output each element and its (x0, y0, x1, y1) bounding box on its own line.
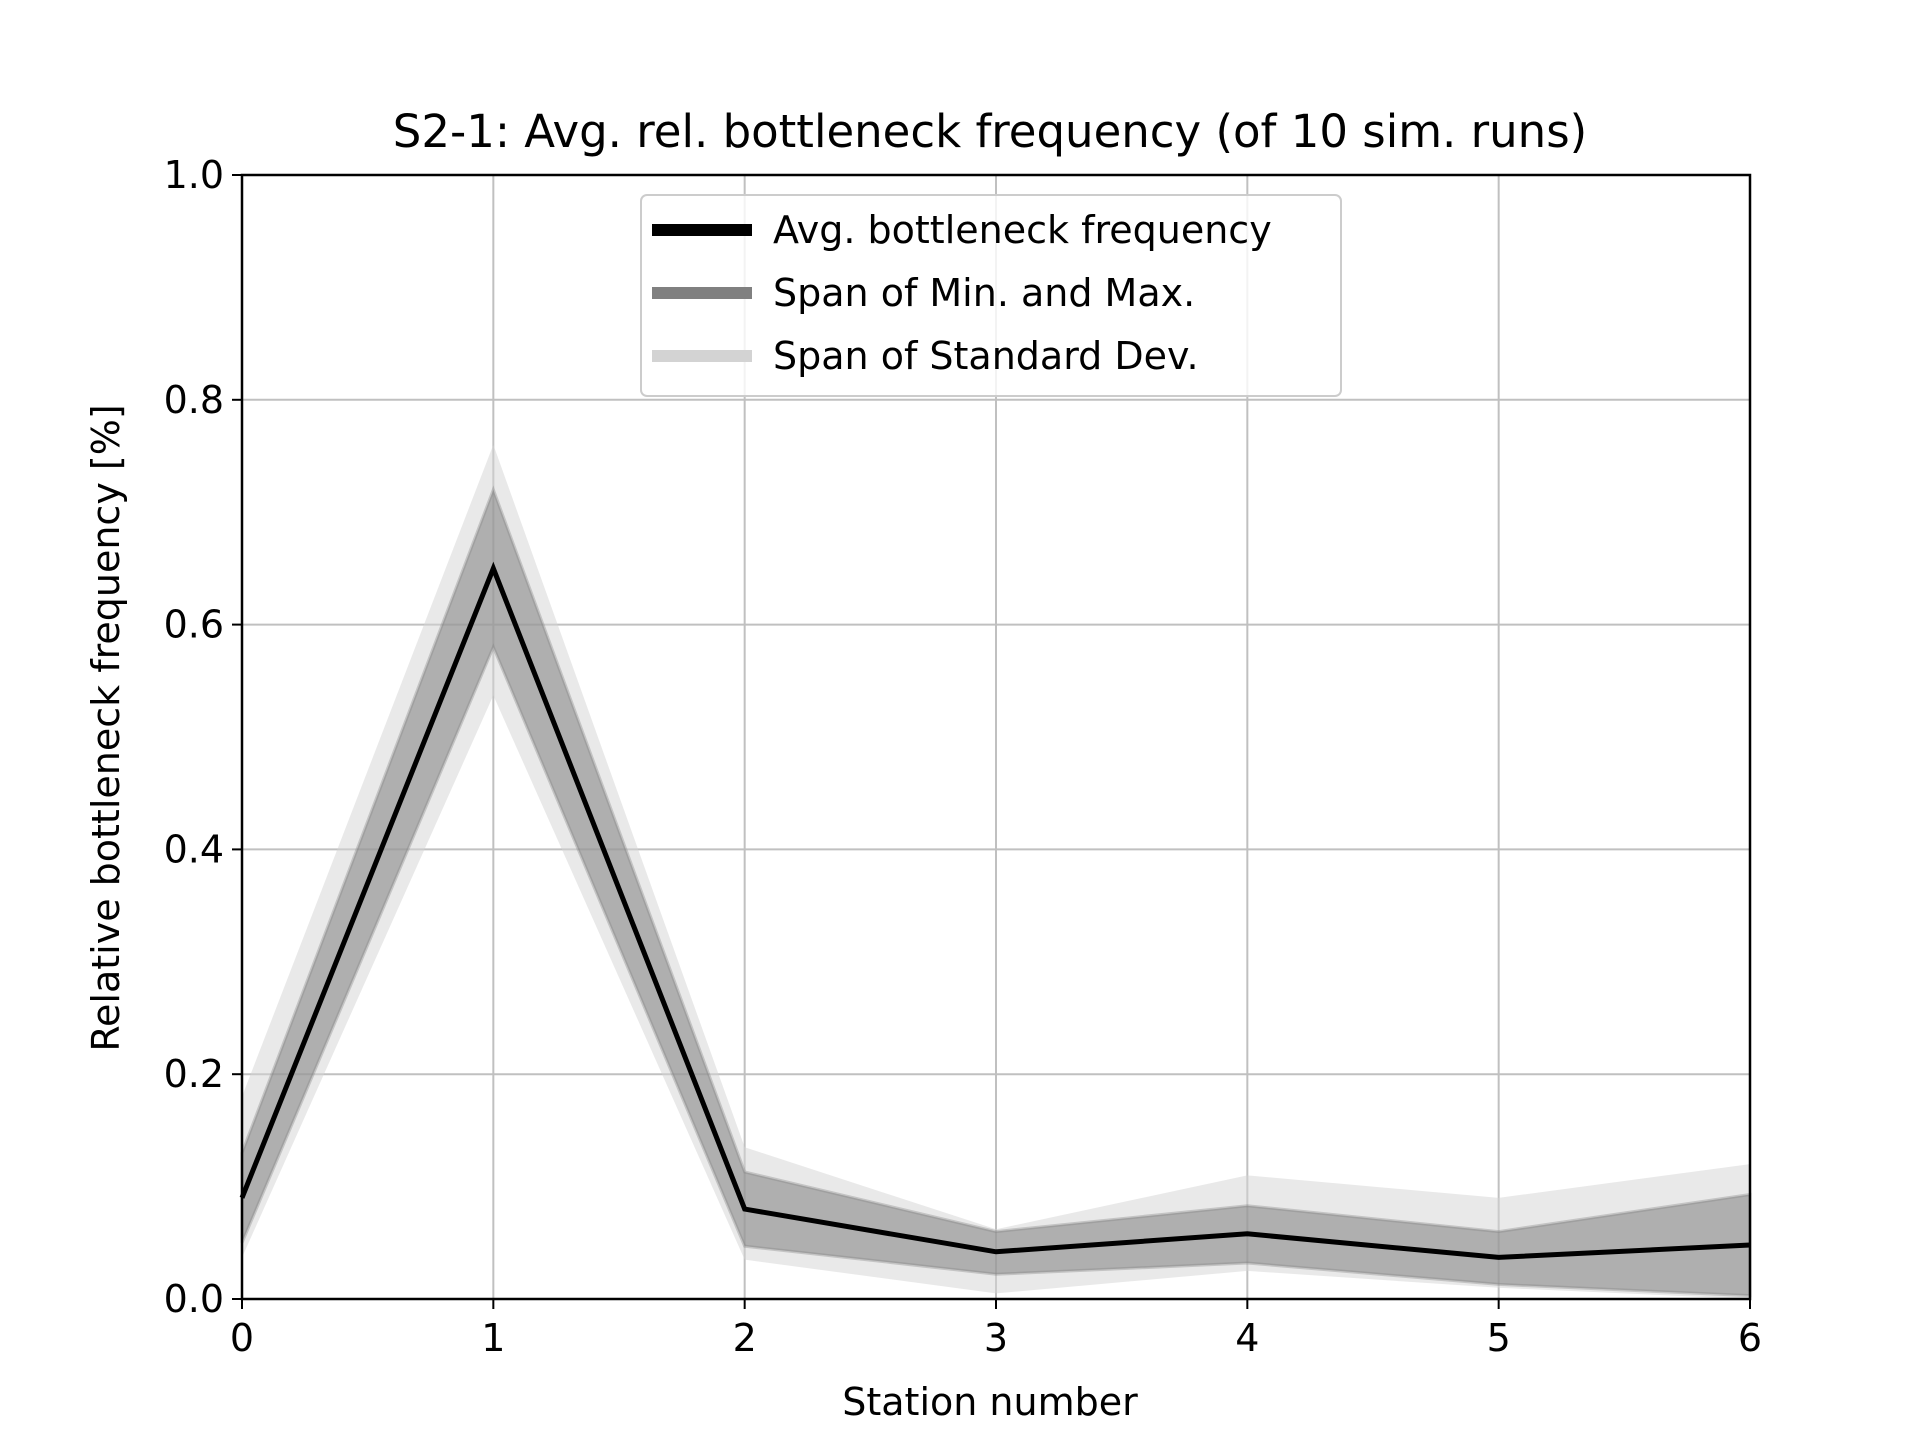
x-tick-label: 4 (1235, 1316, 1259, 1360)
y-axis-label: Relative bottleneck frequency [%] (84, 404, 128, 1051)
legend-label-stddev: Span of Standard Dev. (773, 334, 1199, 378)
y-tick-label: 0.0 (164, 1277, 224, 1321)
x-tick-label: 3 (984, 1316, 1008, 1360)
stddev-band (242, 444, 1750, 1299)
axis-ticks: 0 1 2 3 4 5 6 0.0 0.2 0.4 0.6 0.8 1.0 (164, 153, 1763, 1360)
x-tick-label: 6 (1738, 1316, 1762, 1360)
legend: Avg. bottleneck frequency Span of Min. a… (640, 194, 1342, 397)
x-tick-label: 1 (481, 1316, 505, 1360)
legend-label-minmax: Span of Min. and Max. (773, 271, 1195, 315)
y-tick-label: 0.2 (164, 1052, 224, 1096)
x-axis-label: Station number (842, 1380, 1138, 1424)
x-tick-label: 5 (1487, 1316, 1511, 1360)
chart-title: S2-1: Avg. rel. bottleneck frequency (of… (393, 105, 1587, 158)
legend-frame (640, 194, 1342, 397)
y-tick-label: 0.4 (164, 827, 224, 871)
legend-label-avg: Avg. bottleneck frequency (773, 208, 1272, 252)
x-tick-label: 0 (230, 1316, 254, 1360)
x-tick-label: 2 (733, 1316, 757, 1360)
y-tick-label: 1.0 (164, 153, 224, 197)
y-tick-label: 0.8 (164, 378, 224, 422)
y-tick-label: 0.6 (164, 603, 224, 647)
